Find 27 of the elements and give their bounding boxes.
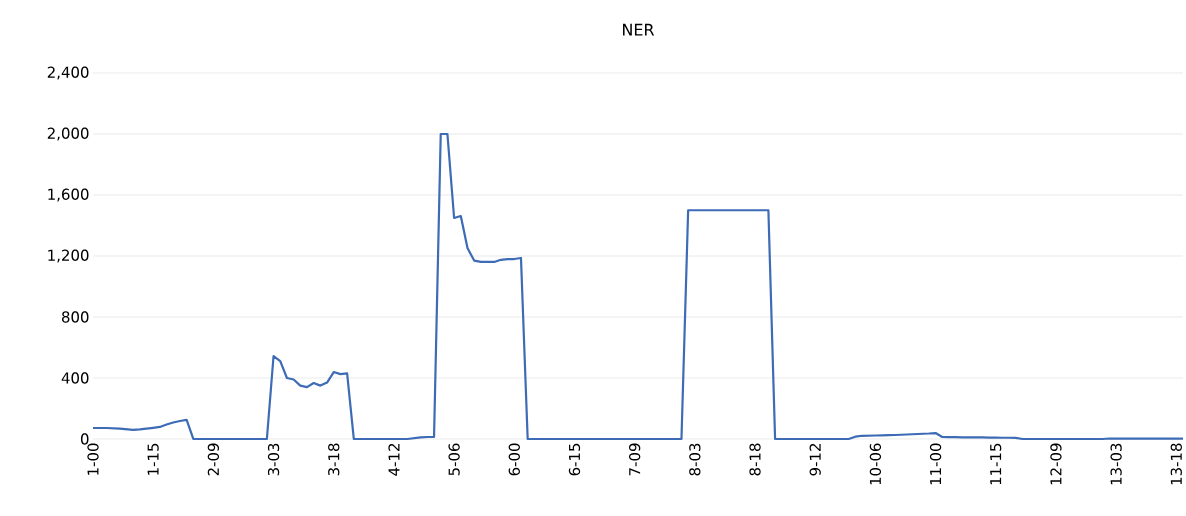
x-tick-label: 6-15 (568, 443, 581, 476)
x-tick-label: 13-03 (1110, 443, 1122, 485)
chart-title: NER (623, 23, 655, 36)
x-tick-label: 8-03 (689, 443, 701, 476)
y-tick-label: 0 (80, 433, 89, 445)
x-tick-label: 12-09 (1050, 443, 1062, 485)
x-tick-label: 3-03 (267, 443, 280, 476)
y-tick-label: 800 (61, 311, 89, 323)
x-tick-label: 6-00 (508, 443, 520, 476)
x-tick-label: 11-15 (990, 443, 1002, 485)
x-tick-label: 1-15 (147, 443, 159, 475)
y-tick-label: 1,600 (48, 188, 89, 202)
y-tick-label: 1,200 (48, 249, 89, 263)
x-tick-label: 9-12 (809, 444, 821, 476)
x-tick-label: 5-06 (448, 443, 460, 476)
y-tick-label: 2,400 (47, 66, 89, 80)
x-tick-label: 11-00 (929, 443, 942, 485)
x-tick-label: 10-06 (869, 443, 882, 485)
x-tick-label: 1-00 (87, 443, 99, 475)
x-tick-label: 8-18 (749, 443, 761, 476)
x-tick-label: 3-18 (328, 443, 340, 476)
x-tick-label: 7-09 (629, 443, 641, 476)
x-tick-label: 4-12 (388, 444, 400, 476)
x-tick-label: 13-18 (1170, 443, 1182, 485)
x-tick-label: 2-09 (207, 443, 220, 476)
y-tick-label: 400 (61, 372, 89, 384)
y-tick-label: 2,000 (47, 127, 89, 141)
